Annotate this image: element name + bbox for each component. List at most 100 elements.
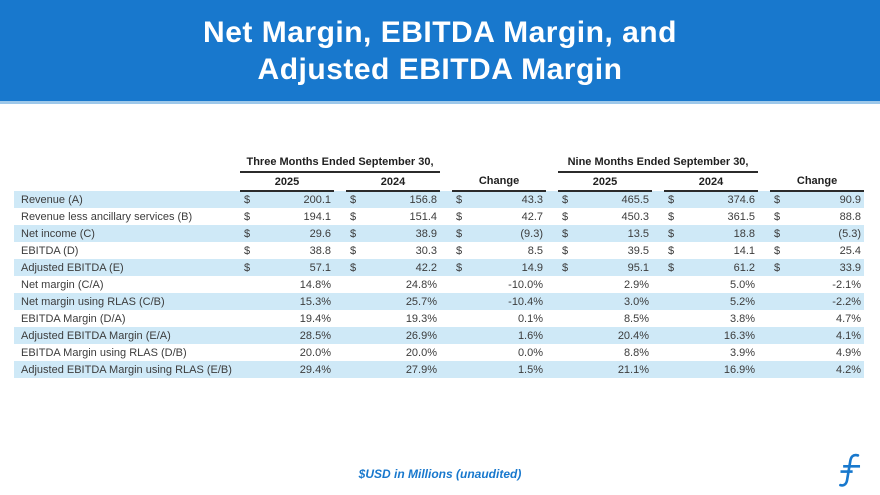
column-spacer <box>440 156 452 172</box>
cell-value: $57.1 <box>240 259 334 276</box>
table-row: Adjusted EBITDA Margin (E/A) 28.5% 26.9% 1.… <box>14 327 865 344</box>
column-spacer <box>334 191 346 208</box>
money-cell: $200.1 <box>240 194 331 206</box>
column-spacer <box>334 310 346 327</box>
table-row: EBITDA (D) $38.8 $30.3 $8.5 $39.5 $14.1 $25.4 <box>14 242 864 259</box>
cell-value: $151.4 <box>346 208 440 225</box>
cell-value: 1.6% <box>452 327 547 344</box>
cell-number: 8.5 <box>527 244 544 257</box>
money-cell: $57.1 <box>240 262 331 274</box>
cell-value: $29.6 <box>240 225 334 242</box>
cell-value: 5.0% <box>729 278 756 291</box>
money-cell: $156.8 <box>346 194 437 206</box>
column-spacer <box>758 293 771 310</box>
column-spacer <box>546 208 558 225</box>
cell-number: 14.9 <box>521 261 544 274</box>
cell-number: 57.1 <box>309 261 331 274</box>
row-label: Adjusted EBITDA (E) <box>14 259 240 276</box>
currency-symbol: $ <box>562 227 569 240</box>
cell-value: $14.9 <box>452 259 547 276</box>
table-row: Net margin (C/A) 14.8% 24.8% -10.0% 2.9% 5.0%… <box>14 276 864 293</box>
cell-value: 8.5% <box>623 312 650 325</box>
group-header-nine-months: Nine Months Ended September 30, <box>558 156 759 173</box>
currency-symbol: $ <box>668 210 675 223</box>
money-cell: $39.5 <box>558 245 649 257</box>
currency-symbol: $ <box>668 227 675 240</box>
cell-value: $42.2 <box>346 259 441 276</box>
column-spacer <box>546 259 559 276</box>
money-cell: $374.6 <box>664 194 755 206</box>
currency-symbol: $ <box>244 227 251 240</box>
cell-number: 39.5 <box>627 244 650 257</box>
cell-value: 0.0% <box>517 346 544 359</box>
cell-value: $14.1 <box>664 242 758 259</box>
cell-value: -10.4% <box>452 293 547 310</box>
money-cell: $61.2 <box>664 262 755 274</box>
currency-symbol: $ <box>668 194 675 206</box>
row-label: EBITDA (D) <box>21 244 79 257</box>
money-cell: $194.1 <box>240 211 331 223</box>
column-spacer <box>334 172 346 191</box>
cell-number: 29.6 <box>309 227 331 240</box>
column-spacer <box>758 225 771 242</box>
column-spacer <box>758 361 771 378</box>
column-spacer <box>334 344 346 361</box>
cell-number: 43.3 <box>521 194 544 206</box>
cell-number: 361.5 <box>727 210 756 223</box>
row-label: Adjusted EBITDA Margin using RLAS (E/B) <box>14 361 240 378</box>
column-spacer <box>652 344 664 361</box>
cell-value: 24.8% <box>405 278 438 291</box>
column-spacer <box>334 327 346 344</box>
row-label: EBITDA Margin using RLAS (D/B) <box>21 346 187 359</box>
money-cell: $25.4 <box>770 245 861 257</box>
money-cell: $14.1 <box>664 245 755 257</box>
cell-value: 21.1% <box>558 361 653 378</box>
cell-value: $8.5 <box>452 242 546 259</box>
cell-number: 25.4 <box>839 244 862 257</box>
change-header-3m: Change <box>452 172 547 192</box>
column-spacer <box>652 327 665 344</box>
column-spacer <box>546 276 558 293</box>
empty-cell <box>452 156 546 172</box>
cell-value: $42.7 <box>452 208 546 225</box>
column-spacer <box>440 259 453 276</box>
cell-value: 28.5% <box>240 327 334 344</box>
currency-symbol: $ <box>350 227 357 240</box>
currency-symbol: $ <box>562 210 569 223</box>
currency-symbol: $ <box>350 210 357 223</box>
cell-value: 19.3% <box>405 312 438 325</box>
money-cell: $43.3 <box>452 194 543 206</box>
cell-value: $38.9 <box>346 225 441 242</box>
column-spacer <box>440 208 452 225</box>
cell-value: 20.4% <box>558 327 653 344</box>
table-row: Revenue less ancillary services (B) $194.… <box>14 208 864 225</box>
cell-number: 465.5 <box>621 194 650 206</box>
cell-number: 18.8 <box>733 227 756 240</box>
column-spacer <box>334 293 346 310</box>
column-spacer <box>334 208 346 225</box>
currency-symbol: $ <box>244 194 251 206</box>
cell-value: $90.9 <box>770 191 865 208</box>
table-row: EBITDA Margin (D/A) 19.4% 19.3% 0.1% 8.5% 3.8… <box>14 310 864 327</box>
cell-value: $13.5 <box>558 225 653 242</box>
cell-value: 15.3% <box>240 293 334 310</box>
currency-symbol: $ <box>774 227 781 240</box>
column-spacer <box>334 242 346 259</box>
row-label: Revenue (A) <box>14 191 240 208</box>
cell-value: 26.9% <box>346 327 441 344</box>
table-row: Net margin using RLAS (C/B) 15.3% 25.7% -10… <box>14 293 865 310</box>
cell-number: 200.1 <box>303 194 331 206</box>
title-banner: Net Margin, EBITDA Margin, and Adjusted … <box>0 0 880 104</box>
cell-value: 4.1% <box>770 327 865 344</box>
year-header-2025-3m: 2025 <box>240 172 334 192</box>
table-body: Revenue (A) $200.1 $156.8 $43.3 $465.5 $374.6… <box>14 191 865 378</box>
cell-number: 61.2 <box>733 261 756 274</box>
currency-symbol: $ <box>350 261 357 274</box>
money-cell: $18.8 <box>664 228 755 240</box>
column-spacer <box>758 276 770 293</box>
money-cell: $13.5 <box>558 228 649 240</box>
cell-value: $465.5 <box>558 191 653 208</box>
currency-symbol: $ <box>668 244 675 257</box>
cell-number: 38.9 <box>415 227 438 240</box>
column-spacer <box>440 276 452 293</box>
